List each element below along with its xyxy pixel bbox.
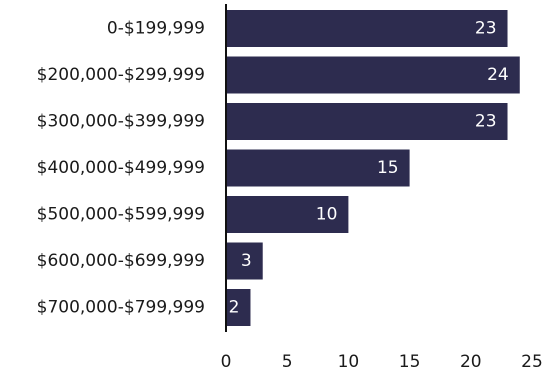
x-tick-label: 25 bbox=[521, 352, 543, 372]
data-labels: 23 24 23 15 10 3 2 bbox=[229, 19, 509, 318]
data-label: 10 bbox=[316, 205, 338, 225]
bar bbox=[226, 149, 410, 187]
x-tick-label: 10 bbox=[338, 352, 360, 372]
data-label: 24 bbox=[487, 65, 509, 85]
x-axis-ticks: 0 5 10 15 20 25 bbox=[221, 352, 543, 372]
category-label: $300,000-$399,999 bbox=[37, 112, 205, 132]
data-label: 15 bbox=[377, 158, 399, 178]
bar bbox=[226, 196, 349, 233]
data-label: 23 bbox=[475, 112, 497, 132]
data-label: 3 bbox=[241, 251, 252, 271]
category-labels: 0-$199,999 $200,000-$299,999 $300,000-$399… bbox=[37, 19, 205, 318]
x-tick-label: 0 bbox=[221, 352, 232, 372]
category-label: 0-$199,999 bbox=[107, 19, 205, 39]
data-label: 2 bbox=[229, 298, 240, 318]
category-label: $600,000-$699,999 bbox=[37, 251, 205, 271]
bar bbox=[226, 56, 520, 94]
x-tick-label: 5 bbox=[282, 352, 293, 372]
bar bbox=[226, 103, 508, 140]
category-label: $400,000-$499,999 bbox=[37, 158, 205, 178]
x-tick-label: 15 bbox=[399, 352, 421, 372]
bars-layer bbox=[226, 10, 520, 326]
bar bbox=[226, 242, 263, 280]
bar bbox=[226, 289, 251, 326]
bar bbox=[226, 10, 508, 47]
x-tick-label: 20 bbox=[460, 352, 482, 372]
category-label: $700,000-$799,999 bbox=[37, 298, 205, 318]
category-label: $200,000-$299,999 bbox=[37, 65, 205, 85]
category-label: $500,000-$599,999 bbox=[37, 205, 205, 225]
data-label: 23 bbox=[475, 19, 497, 39]
